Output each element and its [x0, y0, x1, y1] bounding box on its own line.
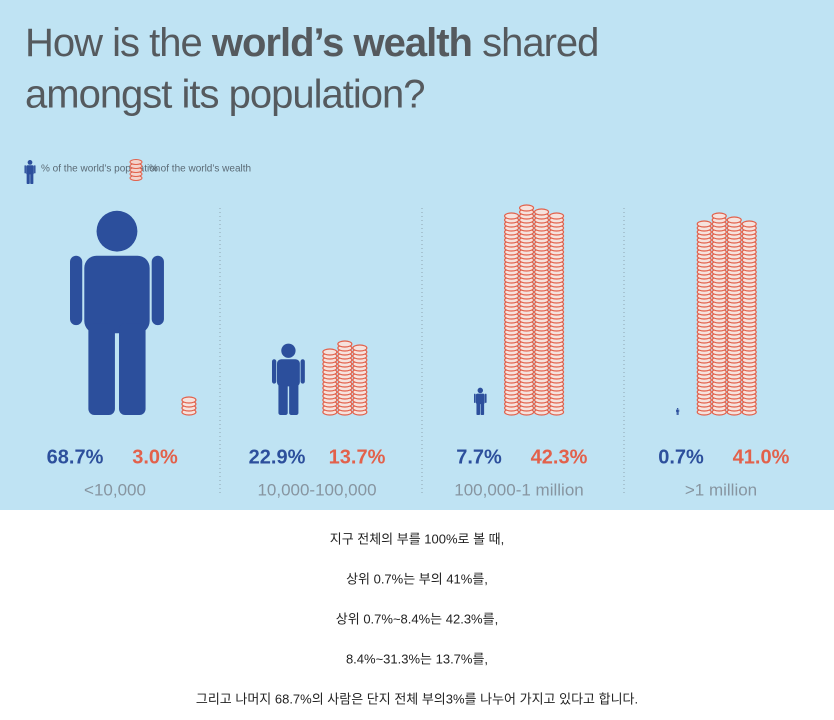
coin	[503, 212, 520, 220]
person-leg	[88, 323, 115, 415]
legend-person	[24, 160, 36, 184]
person-arm	[474, 393, 476, 403]
person-torso	[676, 409, 679, 413]
person-leg	[676, 411, 678, 415]
person-arm	[34, 165, 36, 174]
person-icon	[70, 210, 164, 415]
category-label: >1 million	[685, 480, 757, 499]
person-leg	[278, 382, 288, 415]
person-torso	[84, 255, 150, 334]
person-head	[676, 407, 679, 410]
person-leg	[677, 411, 679, 415]
person-leg	[476, 402, 481, 415]
person-leg	[26, 173, 30, 184]
note-line: 상위 0.7%~8.4%는 42.3%를,	[336, 611, 498, 626]
coin	[741, 220, 757, 228]
value-label: 22.9%	[249, 446, 306, 468]
coin	[533, 208, 550, 216]
title-part: How is the	[25, 21, 212, 65]
person-leg	[289, 382, 299, 415]
coin-stack	[181, 396, 197, 416]
coin	[322, 348, 338, 356]
title-part: shared	[472, 21, 598, 65]
person-leg	[480, 402, 485, 415]
coin	[548, 212, 565, 220]
value-label: 41.0%	[733, 446, 790, 468]
chart-title: amongst its population?	[25, 73, 425, 117]
value-label: 3.0%	[132, 446, 178, 468]
legend-label: % of the world’s wealth	[149, 164, 251, 175]
coin-stack	[696, 212, 757, 416]
category-label: <10,000	[84, 480, 146, 499]
category-label: 100,000-1 million	[454, 480, 583, 499]
legend-coin	[129, 159, 143, 165]
person-torso	[276, 359, 300, 387]
coin-stack	[322, 340, 368, 416]
coin	[696, 220, 712, 228]
person-leg	[119, 323, 146, 415]
coin-stack	[503, 204, 565, 416]
person-head	[27, 160, 33, 165]
person-arm	[24, 165, 26, 174]
coin	[726, 216, 742, 224]
value-label: 7.7%	[456, 446, 502, 468]
value-label: 42.3%	[531, 446, 588, 468]
note-line: 그리고 나머지 68.7%의 사람은 단지 전체 부의3%를 나누어 가지고 있…	[196, 691, 638, 706]
value-label: 68.7%	[47, 446, 104, 468]
person-leg	[30, 173, 34, 184]
coin	[711, 212, 727, 220]
coin	[337, 340, 353, 348]
coin	[181, 396, 197, 404]
note-line: 상위 0.7%는 부의 41%를,	[346, 571, 488, 586]
chart-title: How is the world’s wealth shared	[25, 21, 598, 65]
person-head	[281, 343, 296, 358]
value-label: 13.7%	[329, 446, 386, 468]
person-torso	[475, 393, 485, 405]
coin	[352, 344, 368, 352]
title-part: world’s wealth	[211, 21, 472, 65]
person-arm	[272, 359, 277, 384]
person-arm	[484, 393, 487, 403]
person-arm	[151, 255, 164, 326]
note-line: 8.4%~31.3%는 13.7%를,	[346, 651, 488, 666]
value-label: 0.7%	[658, 446, 704, 468]
note-background	[0, 510, 834, 720]
person-icon	[474, 387, 487, 415]
person-torso	[26, 165, 34, 175]
person-arm	[300, 359, 305, 384]
person-icon	[272, 343, 305, 415]
person-arm	[70, 255, 83, 326]
legend-label: % of the world’s population	[41, 164, 160, 175]
legend-coins	[129, 159, 143, 181]
category-label: 10,000-100,000	[257, 480, 376, 499]
note-line: 지구 전체의 부를 100%로 볼 때,	[330, 531, 505, 546]
person-icon	[676, 407, 680, 415]
coin	[518, 204, 535, 212]
person-head	[477, 387, 484, 394]
person-head	[96, 210, 138, 252]
background	[0, 0, 834, 510]
